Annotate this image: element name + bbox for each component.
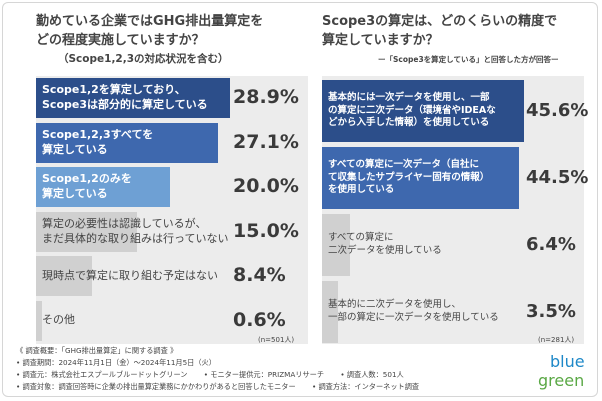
bar-label-2-line-2: て収集したサプライヤー固有の情報） xyxy=(328,171,490,183)
value-label-6: 0.6% xyxy=(233,308,286,331)
bar-label-2-line-1: Scope1,2,3すべてを xyxy=(42,127,154,141)
bar-label-6: その他 xyxy=(42,301,75,341)
bar-label-3: すべての算定に 二次データを使用している xyxy=(328,214,442,276)
bar-label-4-line-1: 算定の必要性は認識しているが、 xyxy=(42,216,207,230)
right-subtitle: ー「Scope3を算定している」と回答した方が回答ー xyxy=(378,55,559,64)
right-title-line1: Scope3の算定は、どのくらいの精度で xyxy=(322,14,558,29)
bar-label-2: すべての算定に一次データ（自社に て収集したサプライヤー固有の情報） を使用している xyxy=(328,147,489,209)
bar-4 xyxy=(322,281,338,343)
bar-label-4-line-2: 一部の算定に一次データを使用している xyxy=(328,312,499,323)
survey-source-row: • 調査元：株式会社エスプールブルードットグリーン • モニター提供元：PRIZ… xyxy=(16,370,404,380)
value-label-5: 8.4% xyxy=(233,264,286,287)
bar-label-1-line-2: Scope3は部分的に算定している xyxy=(42,98,208,111)
bar-1 xyxy=(36,78,230,118)
bar-label-1: 基本的には一次データを使用し、一部 の算定に二次データ（環境省やIDEAな どから入… xyxy=(328,80,496,142)
value-label-3: 20.0% xyxy=(233,175,299,198)
survey-source: • 調査元：株式会社エスプールブルードットグリーン xyxy=(16,370,188,379)
value-label-4: 15.0% xyxy=(233,219,299,242)
bar-label-1-line-1: Scope1,2を算定しており、 xyxy=(42,83,186,97)
value-label-3: 6.4% xyxy=(526,233,576,255)
value-label-1: 28.9% xyxy=(233,86,299,109)
bluegreen-logo: blue green xyxy=(538,352,585,390)
bar-label-4-line-2: まだ具体的な取り組みは行っていない xyxy=(42,231,229,245)
value-label-1: 45.6% xyxy=(526,99,589,121)
right-sample-size: (n=281人) xyxy=(538,336,575,344)
bar-3 xyxy=(322,214,351,276)
bar-label-2: Scope1,2,3すべてを 算定している xyxy=(42,123,153,163)
survey-overview: 《 調査概要：「GHG排出量算定」に関する調査 》 xyxy=(16,346,178,355)
bar-label-3-line-2: 二次データを使用している xyxy=(328,245,442,256)
bar-label-2-line-3: を使用している xyxy=(328,184,395,196)
bar-label-4: 算定の必要性は認識しているが、 まだ具体的な取り組みは行っていない xyxy=(42,212,228,252)
bar-label-2-line-1: すべての算定に一次データ（自社に xyxy=(328,158,479,170)
left-chart-panel xyxy=(36,76,308,344)
monitor-provider: • モニター提供元：PRIZMAリサーチ xyxy=(203,370,325,379)
left-sample-size: (n=501人) xyxy=(258,336,295,344)
logo-text-green: green xyxy=(538,371,584,390)
bar-label-1-line-1: 基本的には一次データを使用し、一部 xyxy=(328,91,490,103)
survey-method: • 調査方法：インターネット調査 xyxy=(311,382,420,391)
bar-4 xyxy=(36,211,137,252)
bar-5 xyxy=(36,256,93,296)
value-label-2: 27.1% xyxy=(233,130,299,153)
left-title-line1: 勤めている企業ではGHG排出量算定を xyxy=(36,14,264,29)
bar-2 xyxy=(36,122,218,163)
bar-label-6-line-1: その他 xyxy=(42,313,75,327)
bar-label-4: 基本的に二次データを使用し、 一部の算定に一次データを使用している xyxy=(328,281,499,343)
bar-label-3-line-1: すべての算定に xyxy=(328,232,394,244)
bar-label-3-line-2: 算定している xyxy=(42,187,108,200)
value-label-2: 44.5% xyxy=(526,166,589,188)
bar-label-2-line-2: 算定している xyxy=(42,142,108,156)
left-title-line2: どの程度実施していますか？ xyxy=(36,33,205,48)
bar-label-3-line-1: Scope1,2のみを xyxy=(42,172,132,186)
survey-target-row: • 調査対象：調査回答時に企業の排出量算定業務にかかわりがあると回答したモニター… xyxy=(16,382,419,392)
value-label-4: 3.5% xyxy=(526,300,576,322)
right-title-line2: 算定していますか？ xyxy=(322,33,439,48)
left-subtitle: （Scope1,2,3の対応状況を含む） xyxy=(58,53,229,65)
bar-3 xyxy=(36,167,171,207)
bar-label-5: 現時点で算定に取り組む予定はない xyxy=(42,256,218,296)
survey-count: • 調査人数：501人 xyxy=(340,370,404,379)
survey-target: • 調査対象：調査回答時に企業の排出量算定業務にかかわりがあると回答したモニター xyxy=(16,382,296,391)
bar-1 xyxy=(322,80,524,142)
bar-6 xyxy=(36,300,42,341)
bar-label-1: Scope1,2を算定しており、 Scope3は部分的に算定している xyxy=(42,78,208,118)
bar-label-1-line-3: どから入手した情報）を使用している xyxy=(328,117,490,129)
bar-label-1-line-2: の算定に二次データ（環境省やIDEAな xyxy=(328,104,496,116)
bar-label-4-line-1: 基本的に二次データを使用し、 xyxy=(328,299,462,311)
bar-label-5-line-1: 現時点で算定に取り組む予定はない xyxy=(42,268,218,282)
bar-2 xyxy=(322,147,520,209)
logo-text-blue: blue xyxy=(550,352,585,371)
bar-label-3: Scope1,2のみを 算定している xyxy=(42,167,132,207)
survey-period: • 調査期間：2024年11月1日（金）～2024年11月5日（火） xyxy=(16,358,216,367)
